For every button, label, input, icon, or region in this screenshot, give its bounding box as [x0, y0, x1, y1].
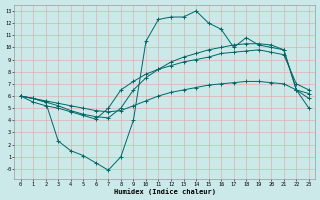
- X-axis label: Humidex (Indice chaleur): Humidex (Indice chaleur): [114, 188, 216, 195]
